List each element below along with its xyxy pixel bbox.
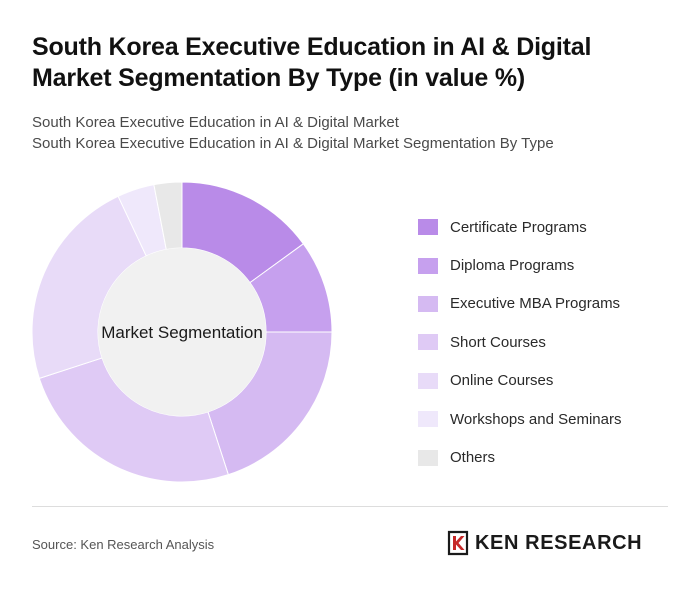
donut-chart: Market Segmentation	[28, 178, 336, 486]
legend-item-short-courses[interactable]: Short Courses	[418, 323, 678, 361]
legend-label: Diploma Programs	[450, 257, 575, 275]
legend-swatch	[418, 411, 438, 428]
legend-item-others[interactable]: Others	[418, 438, 678, 476]
chart-title: South Korea Executive Education in AI & …	[32, 32, 672, 94]
legend-label: Others	[450, 449, 496, 467]
legend-swatch	[418, 334, 438, 351]
legend-label: Workshops and Seminars	[450, 410, 622, 428]
logo-text: KEN RESEARCH	[475, 531, 643, 554]
donut-chart-svg: Market Segmentation	[31, 181, 333, 483]
legend-item-certificate-programs[interactable]: Certificate Programs	[418, 208, 678, 246]
donut-center-label: Market Segmentation	[101, 323, 263, 342]
source-note: Source: Ken Research Analysis	[32, 537, 215, 552]
legend-item-online-courses[interactable]: Online Courses	[418, 362, 678, 400]
chart-legend: Certificate Programs Diploma Programs Exec…	[418, 208, 678, 477]
legend-label: Short Courses	[450, 333, 546, 351]
legend-swatch	[418, 295, 438, 312]
legend-label: Executive MBA Programs	[450, 295, 621, 313]
legend-swatch	[418, 257, 438, 274]
legend-swatch	[418, 219, 438, 236]
chart-title-line2: Market Segmentation By Type (in value %)	[32, 64, 526, 92]
legend-label: Online Courses	[450, 372, 554, 390]
legend-swatch	[418, 449, 438, 466]
legend-item-executive-mba-programs[interactable]: Executive MBA Programs	[418, 285, 678, 323]
chart-subtitle-line2: South Korea Executive Education in AI & …	[32, 135, 554, 152]
chart-title-line1: South Korea Executive Education in AI & …	[32, 33, 592, 61]
legend-item-workshops-and-seminars[interactable]: Workshops and Seminars	[418, 400, 678, 438]
logo-mark-icon	[447, 530, 469, 556]
footer-divider	[32, 506, 668, 507]
legend-label: Certificate Programs	[450, 218, 587, 236]
legend-item-diploma-programs[interactable]: Diploma Programs	[418, 246, 678, 284]
ken-research-logo: KEN RESEARCH	[447, 530, 642, 556]
chart-subtitle-line1: South Korea Executive Education in AI & …	[32, 114, 399, 131]
legend-swatch	[418, 372, 438, 389]
donut-center	[98, 248, 266, 416]
